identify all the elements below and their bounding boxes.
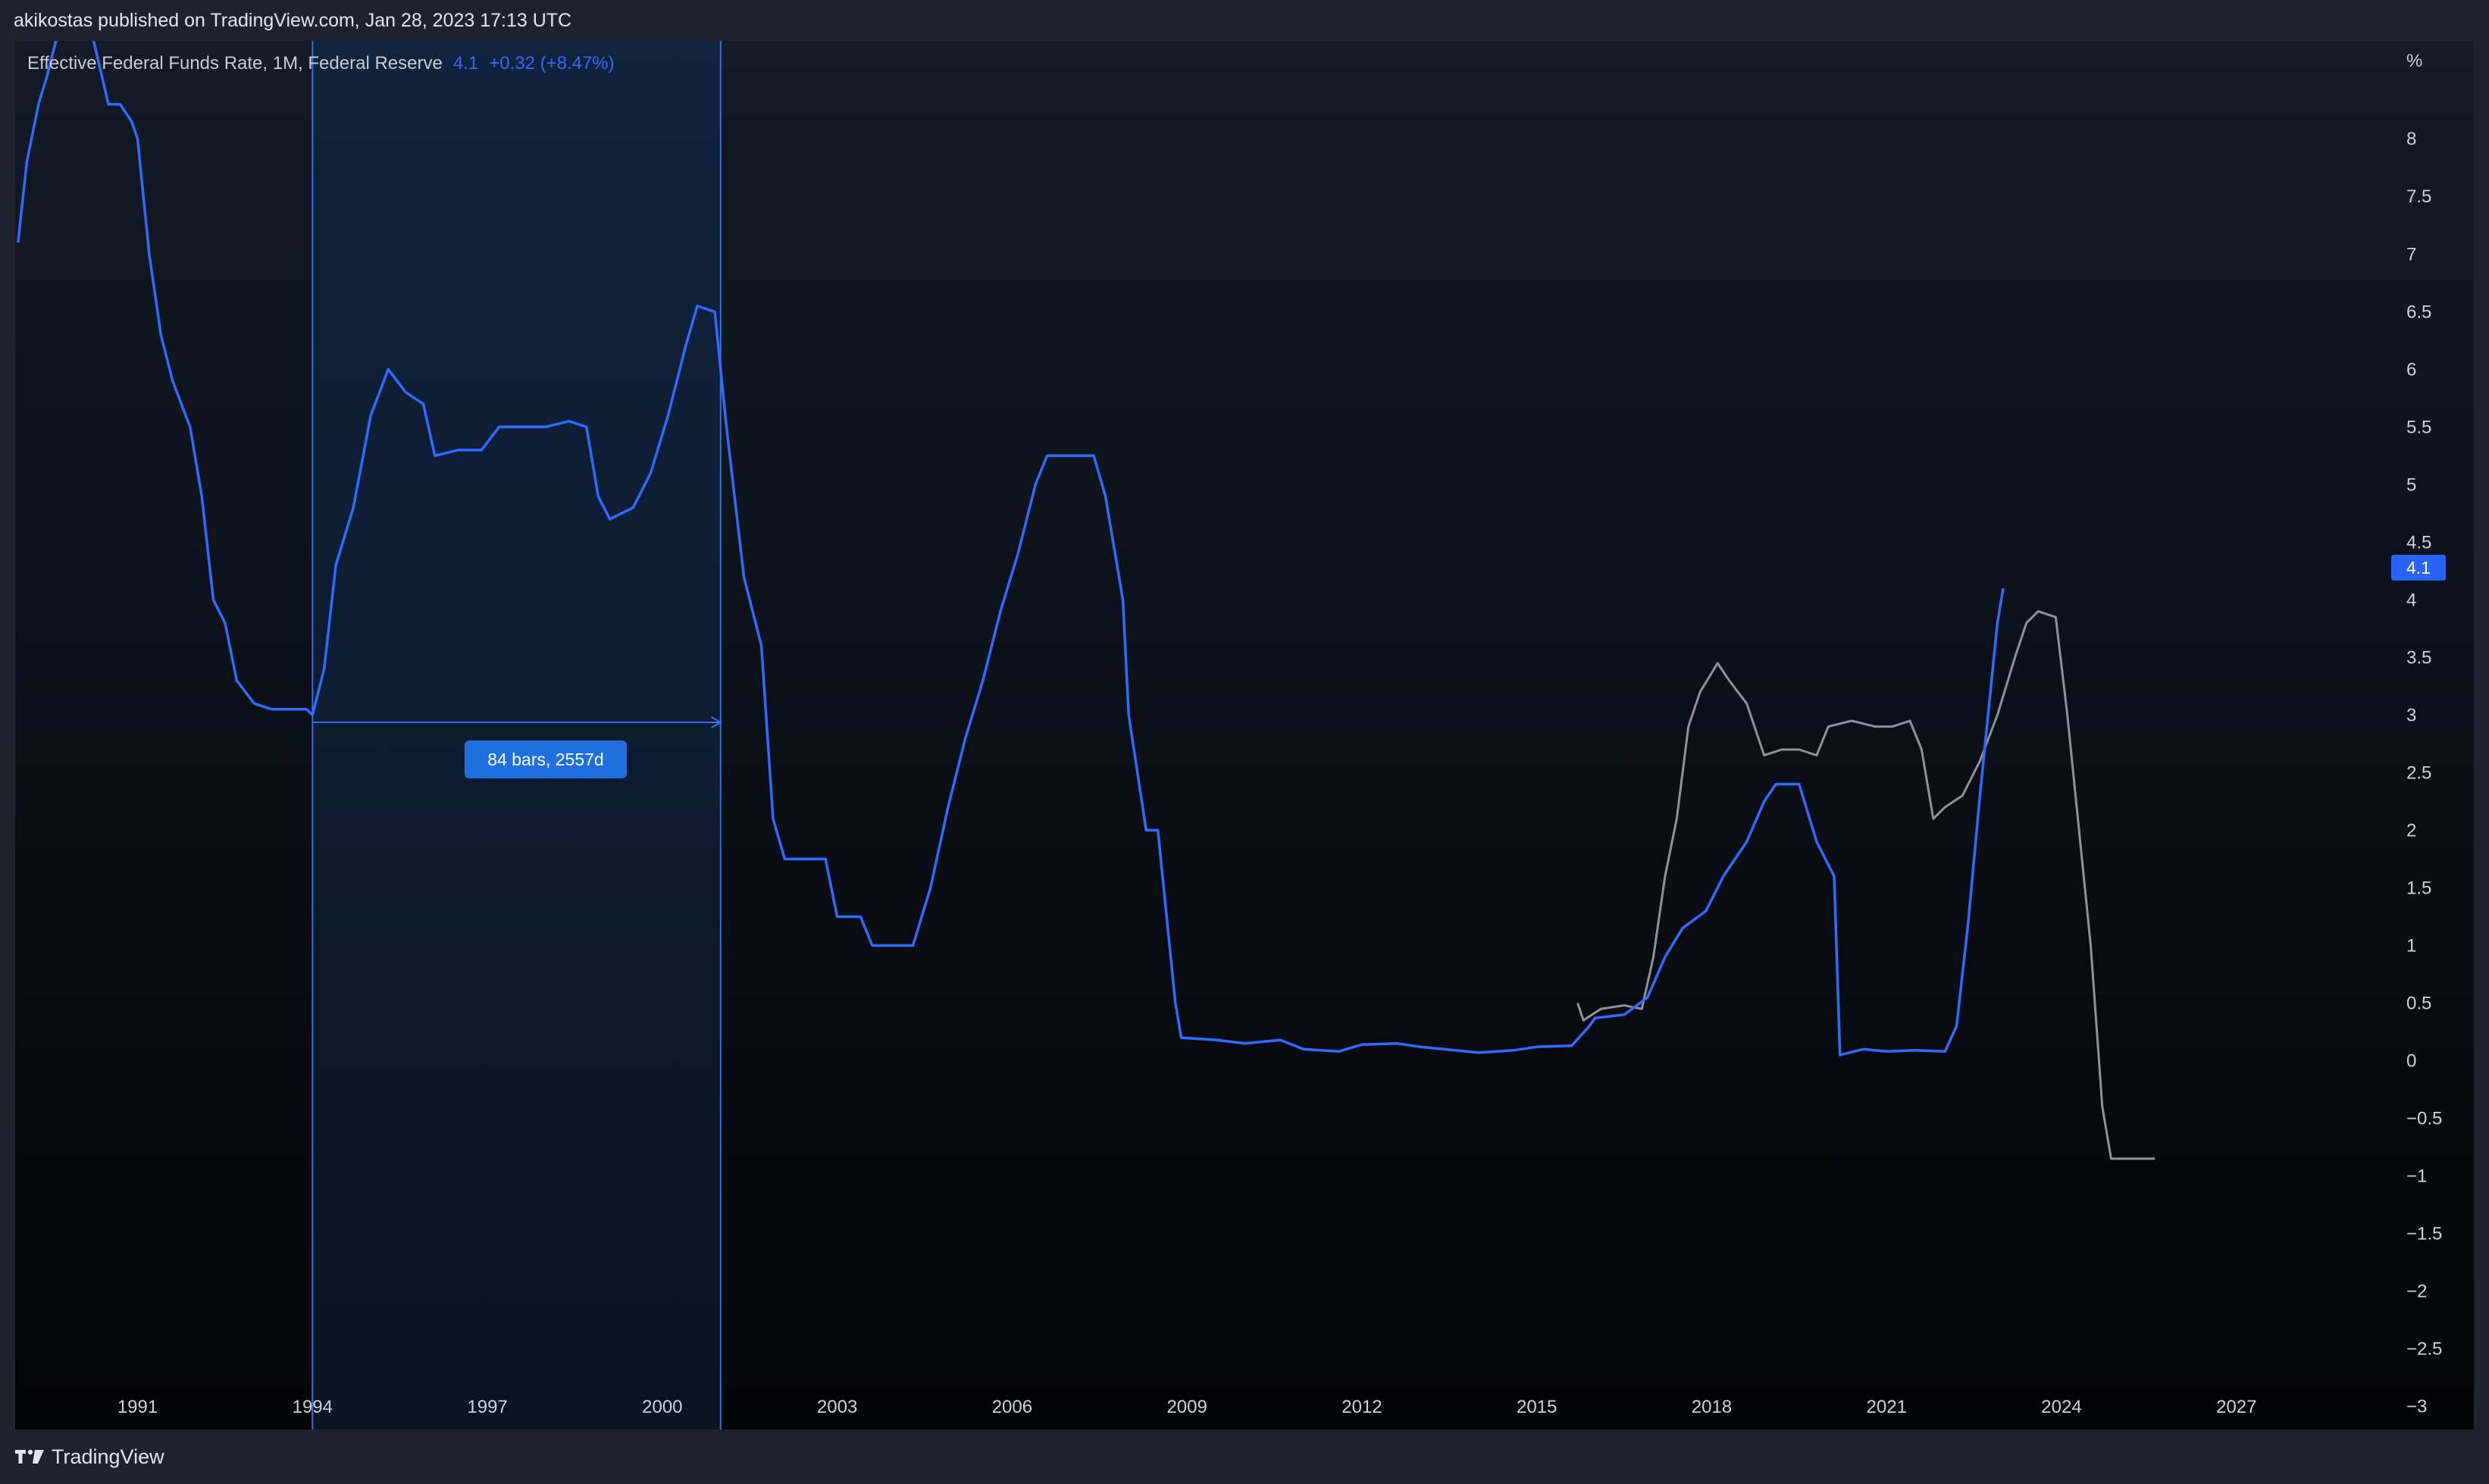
y-tick-label: 1: [2406, 935, 2416, 956]
y-tick-label: −1.5: [2406, 1224, 2442, 1244]
series-line-effr[interactable]: [17, 41, 2005, 1057]
y-tick-label: −1: [2406, 1166, 2427, 1187]
x-tick-label: 2009: [1166, 1397, 1207, 1417]
y-tick-label: 5: [2406, 474, 2416, 495]
legend-last-value: 4.1: [452, 53, 479, 74]
series-legend[interactable]: Effective Federal Funds Rate, 1M, Federa…: [27, 53, 615, 74]
y-tick-label: 2.5: [2406, 762, 2431, 783]
chart-pane[interactable]: 1991 1994 1997 2000 2003 2006 2009 2012 2015 2018…: [15, 41, 2474, 1429]
x-tick-label: 2015: [1517, 1397, 1557, 1417]
date-range-arrowhead: [711, 716, 722, 728]
y-tick-label: −3: [2406, 1397, 2427, 1417]
y-tick-label: 7: [2406, 244, 2416, 265]
y-tick-label: 8: [2406, 129, 2416, 149]
y-tick-label: 0: [2406, 1050, 2416, 1071]
publish-header: akikostas published on TradingView.com, …: [0, 0, 2489, 41]
y-tick-label: 3: [2406, 705, 2416, 725]
tradingview-logo[interactable]: TradingView: [15, 1445, 164, 1469]
x-tick-label: 2000: [642, 1397, 682, 1417]
y-tick-label: 2: [2406, 820, 2416, 841]
chart-canvas[interactable]: 1991 1994 1997 2000 2003 2006 2009 2012 2015 2018…: [15, 41, 2474, 1429]
publish-info: akikostas published on TradingView.com, …: [14, 9, 572, 31]
y-tick-label: 6.5: [2406, 302, 2431, 322]
y-tick-label: 6: [2406, 359, 2416, 380]
legend-symbol: Effective Federal Funds Rate, 1M, Federa…: [27, 53, 443, 74]
x-tick-label: 2024: [2041, 1397, 2081, 1417]
y-tick-label: 4.5: [2406, 532, 2431, 553]
y-tick-label: −2.5: [2406, 1339, 2442, 1360]
y-tick-label: 5.5: [2406, 417, 2431, 437]
last-price-tag: 4.1: [2391, 555, 2446, 581]
x-tick-label: 2027: [2216, 1397, 2256, 1417]
x-tick-label: 1997: [467, 1397, 507, 1417]
y-tick-label: 7.5: [2406, 186, 2431, 207]
series-line-overlay[interactable]: [1576, 610, 2156, 1160]
y-tick-label: −2: [2406, 1282, 2427, 1302]
legend-change: +0.32 (+8.47%): [489, 53, 615, 74]
y-axis-unit: %: [2406, 51, 2422, 71]
x-tick-label: 2012: [1342, 1397, 1382, 1417]
footer: TradingView: [0, 1429, 2489, 1484]
y-tick-label: 0.5: [2406, 993, 2431, 1013]
date-range-label[interactable]: 84 bars, 2557d: [465, 740, 627, 778]
x-tick-label: 1991: [117, 1397, 158, 1417]
x-tick-label: 2006: [992, 1397, 1032, 1417]
y-tick-label: 1.5: [2406, 878, 2431, 898]
tradingview-brand: TradingView: [52, 1445, 164, 1468]
y-tick-label: −0.5: [2406, 1109, 2442, 1129]
x-tick-label: 2021: [1867, 1397, 1907, 1417]
tradingview-logo-icon: [15, 1449, 44, 1464]
x-tick-label: 2003: [817, 1397, 857, 1417]
y-tick-label: 3.5: [2406, 647, 2431, 668]
y-tick-label: 4: [2406, 590, 2416, 610]
x-tick-label: 1994: [293, 1397, 333, 1417]
x-tick-label: 2018: [1692, 1397, 1732, 1417]
date-range-band[interactable]: [312, 41, 721, 1429]
